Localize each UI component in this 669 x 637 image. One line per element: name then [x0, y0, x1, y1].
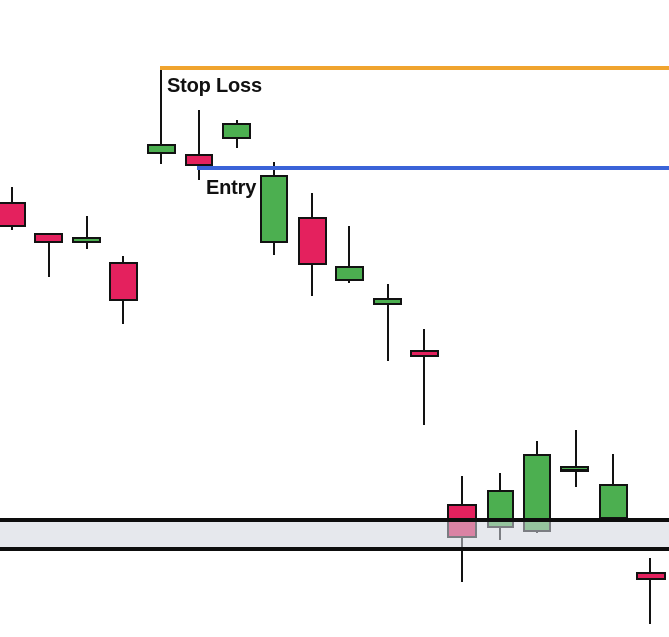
candle-body-bearish	[0, 202, 26, 227]
candle-body-bearish	[410, 350, 439, 357]
candle-body-bullish	[72, 237, 101, 243]
candle-wick	[86, 216, 88, 249]
candle-body-bearish	[109, 262, 138, 301]
candle-wick	[575, 430, 577, 487]
stop-loss-line	[160, 66, 669, 70]
candle-wick	[649, 558, 651, 624]
candle-body-bearish	[34, 233, 63, 243]
candle-body-bullish	[222, 123, 251, 139]
candle-body-bullish	[260, 175, 288, 243]
support-zone	[0, 518, 669, 551]
candle-body-bullish	[335, 266, 364, 281]
candle-body-bearish	[636, 572, 666, 580]
candle-body-bullish	[147, 144, 176, 154]
candle-body-bearish	[185, 154, 213, 166]
candle-wick	[160, 69, 162, 164]
entry-label: Entry	[206, 177, 257, 199]
candle-wick	[48, 233, 50, 277]
candle-wick	[198, 110, 200, 180]
candle-wick	[348, 226, 350, 283]
candle-body-bullish	[599, 484, 628, 519]
candle-body-bullish	[373, 298, 402, 305]
candle-wick	[387, 284, 389, 361]
candle-body-bullish	[560, 466, 589, 472]
candle-wick	[423, 329, 425, 425]
candle-open-close-line	[562, 469, 587, 471]
entry-line	[197, 166, 669, 170]
candle-body-bearish	[298, 217, 327, 265]
stop-loss-label: Stop Loss	[167, 75, 262, 97]
